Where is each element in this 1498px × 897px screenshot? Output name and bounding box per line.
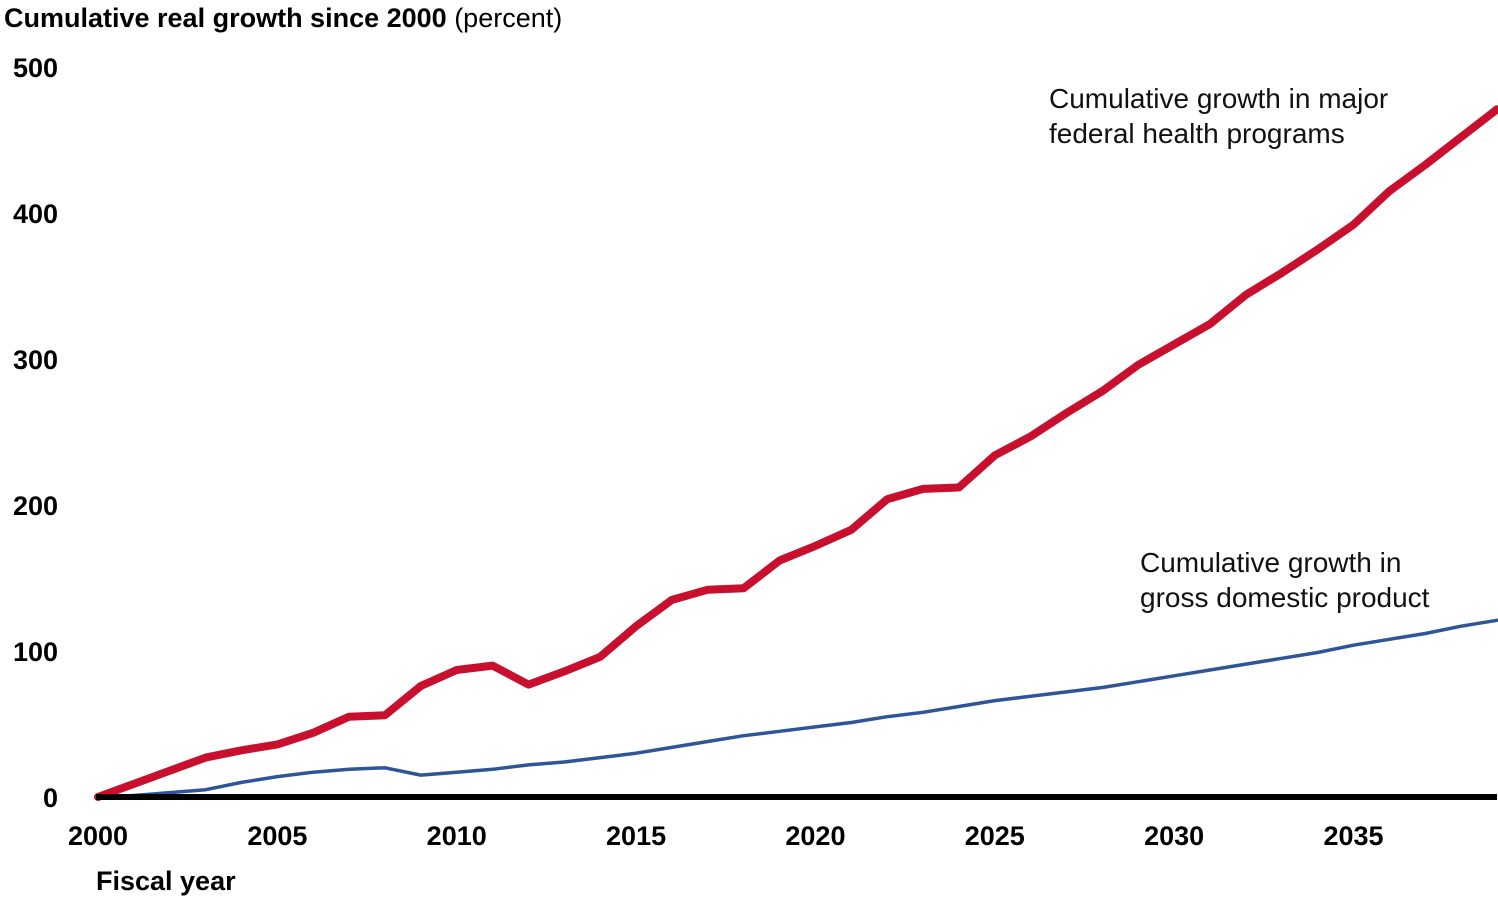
gdp-series-line [96, 618, 1498, 799]
x-tick-label: 2000 [68, 821, 128, 851]
y-tick-label: 400 [13, 199, 58, 229]
chart-title-main: Cumulative real growth since 2000 [4, 3, 447, 33]
chart-title: Cumulative real growth since 2000 (perce… [4, 0, 562, 36]
health-programs-series-line [94, 105, 1498, 801]
x-tick-label: 2025 [965, 821, 1025, 851]
y-tick-label: 0 [43, 783, 58, 813]
x-tick-label: 2010 [427, 821, 487, 851]
x-tick-label: 2030 [1144, 821, 1204, 851]
gdp-label: Cumulative growth in [1140, 547, 1401, 578]
y-tick-label: 500 [13, 53, 58, 83]
x-axis-label: Fiscal year [96, 866, 236, 896]
y-tick-label: 300 [13, 345, 58, 375]
x-tick-label: 2035 [1323, 821, 1383, 851]
y-tick-label: 100 [13, 637, 58, 667]
gdp-label: gross domestic product [1140, 582, 1430, 613]
x-tick-label: 2015 [606, 821, 666, 851]
x-tick-label: 2020 [785, 821, 845, 851]
chart-title-unit: (percent) [454, 3, 563, 33]
y-tick-label: 200 [13, 491, 58, 521]
x-tick-label: 2005 [247, 821, 307, 851]
health-programs-label: Cumulative growth in major [1049, 83, 1388, 114]
health-programs-label: federal health programs [1049, 118, 1345, 149]
